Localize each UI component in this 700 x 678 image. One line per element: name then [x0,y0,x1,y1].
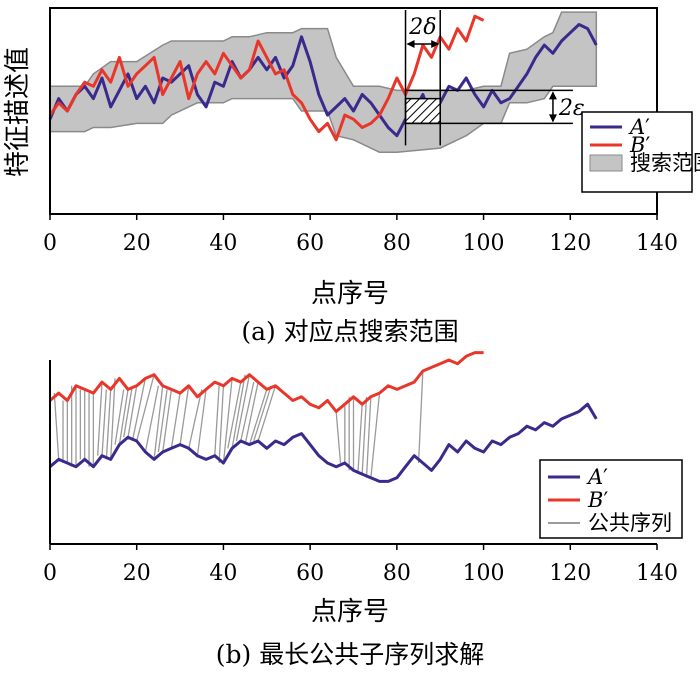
match-line-18 [136,374,155,442]
chart-b-tick-label-140: 140 [636,561,678,586]
chart-a-annotations: 2δ 2ε [404,10,585,146]
match-line-24 [179,385,190,445]
chart-b-series [49,351,598,483]
chart-a-series [48,14,598,142]
legend-a-swatch-band [589,154,623,172]
match-line-32 [235,374,251,442]
legend-a-label-series-b: B′ [629,133,650,157]
match-line-22 [162,389,173,453]
match-line-44 [365,396,372,478]
match-line-46 [417,371,424,464]
chart-b-x-ticks: 0 20 40 60 80 100 120 140 [43,544,678,586]
chart-b-tick-label-20: 20 [123,561,151,586]
delta-label: 2δ [408,15,436,40]
search-band-area [49,11,598,153]
match-line-11 [105,389,112,460]
epsilon-arrowhead-bottom [548,114,557,123]
chart-a-tick-label-100: 100 [463,231,505,256]
chart-a-tick-label-60: 60 [296,231,324,256]
chart-a-series-b-line [48,14,485,142]
chart-b-caption: (b) 最长公共子序列求解 [216,640,484,669]
match-line-43 [361,396,368,475]
chart-a-tick-label-20: 20 [123,231,151,256]
match-line-26 [196,389,207,456]
chart-a-series-a-line [48,23,598,138]
match-line-23 [170,393,181,449]
match-line-28 [218,385,225,464]
chart-a-legend: A′ B′ 搜索范围 [581,111,700,193]
match-line-38 [335,411,342,464]
chart-a: 特征描述值 2δ 2ε 0 20 40 60 80 100 120 140 点序号 (a) 对应… [3,7,700,346]
match-line-10 [101,389,108,456]
match-line-17 [131,378,147,442]
delta-arrowhead-right [431,40,440,48]
match-line-33 [240,381,255,442]
chart-a-tick-label-120: 120 [549,231,591,256]
chart-a-search-band [49,11,598,153]
match-line-16 [127,385,138,438]
hatched-search-window [404,97,441,125]
chart-a-tick-label-140: 140 [636,231,678,256]
match-line-35 [248,389,268,445]
legend-b-label-series-a: A′ [586,465,608,489]
legend-b-label-match-lines: 公共序列 [588,511,672,535]
match-line-45 [370,393,381,478]
epsilon-label: 2ε [558,96,585,121]
chart-a-plot-frame [49,7,658,215]
legend-a-label-band: 搜索范围 [630,151,700,175]
chart-a-tick-label-0: 0 [43,231,57,256]
match-line-15 [123,385,134,438]
match-line-14 [118,389,129,445]
match-line-36 [253,385,272,442]
match-line-9 [97,382,103,456]
match-line-20 [153,385,164,460]
chart-b-tick-label-40: 40 [209,561,237,586]
chart-a-xlabel: 点序号 [311,279,389,309]
legend-a-label-series-a: A′ [628,115,650,139]
chart-a-legend-box [581,111,693,193]
chart-a-caption: (a) 对应点搜索范围 [241,317,458,346]
match-line-12 [110,378,116,460]
match-line-31 [231,374,246,449]
chart-b-tick-label-100: 100 [463,561,505,586]
chart-a-tick-label-40: 40 [209,231,237,256]
chart-b-legend: A′ B′ 公共序列 [539,459,683,539]
match-line-27 [214,385,220,456]
chart-b-match-lines [53,371,424,478]
chart-b-tick-label-120: 120 [549,561,591,586]
chart-a-x-ticks: 0 20 40 60 80 100 120 140 [43,214,678,256]
match-line-25 [188,389,203,449]
legend-b-label-series-b: B′ [587,488,608,512]
chart-b-tick-label-0: 0 [43,561,57,586]
match-line-34 [244,381,259,445]
match-line-30 [227,381,242,449]
chart-b: 0 20 40 60 80 100 120 140 点序号 (b) 最长公共子序列求解 A′ … [43,351,683,669]
match-line-0 [53,393,60,460]
chart-a-tick-label-80: 80 [383,231,411,256]
chart-a-ylabel: 特征描述值 [3,47,33,177]
epsilon-arrowhead-top [548,91,557,100]
chart-b-xlabel: 点序号 [311,597,389,627]
match-line-19 [144,385,160,453]
match-line-42 [357,404,363,475]
match-line-13 [114,389,125,445]
chart-b-tick-label-60: 60 [296,561,324,586]
chart-b-series-b-line [49,351,484,413]
chart-b-tick-label-80: 80 [383,561,411,586]
chart-b-series-a-line [49,402,598,483]
delta-arrowhead-left [406,40,415,48]
match-line-37 [257,385,277,442]
match-line-29 [222,378,233,464]
match-line-21 [157,389,168,453]
